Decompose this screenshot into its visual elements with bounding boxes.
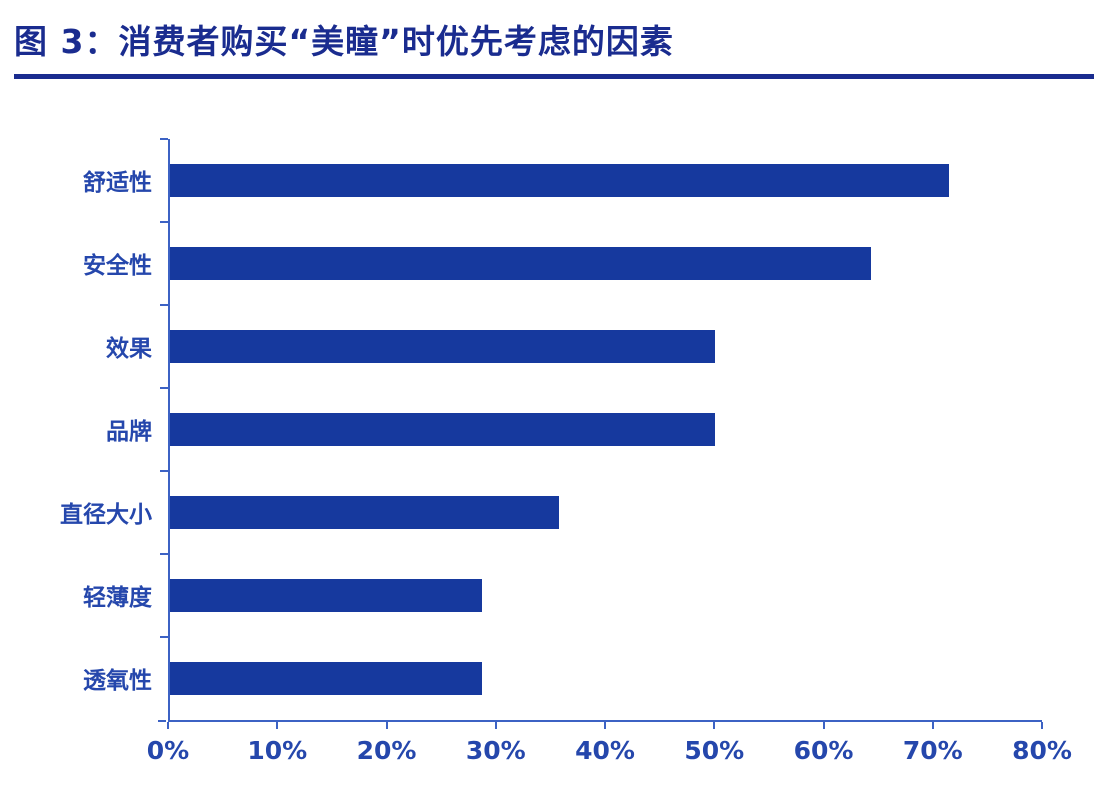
category-label: 直径大小 [60, 502, 152, 529]
x-tick-label: 40% [575, 735, 635, 765]
x-tick-mark [604, 721, 606, 729]
chart-row: 效果 [0, 303, 1042, 388]
chart-row: 透氧性 [0, 635, 1042, 720]
chart-row: 品牌 [0, 386, 1042, 471]
bar [170, 495, 560, 529]
bar [170, 163, 950, 197]
x-tick-label: 10% [247, 735, 308, 765]
bar [170, 661, 482, 695]
x-tick-mark [276, 721, 279, 729]
chart-header: 图 3：消费者购买“美瞳”时优先考虑的因素 [0, 0, 1108, 79]
category-label: 效果 [106, 336, 152, 363]
x-tick-mark [494, 721, 497, 729]
category-label: 品牌 [106, 419, 152, 446]
bar-track [160, 303, 1042, 388]
category-label: 安全性 [83, 253, 152, 280]
x-tick-label: 20% [356, 735, 417, 765]
x-tick-label: 0% [146, 735, 190, 765]
category-label: 轻薄度 [83, 585, 152, 612]
chart-row: 安全性 [0, 220, 1042, 305]
bar [170, 329, 715, 363]
x-axis: 0% 10% 20% 30% 40% 50% 60% 70% 80% [147, 719, 1072, 774]
bar-track [160, 635, 1042, 720]
category-label: 舒适性 [83, 170, 152, 197]
x-tick-label: 70% [902, 735, 963, 765]
x-tick-label: 30% [465, 735, 526, 765]
bar [170, 412, 715, 446]
chart-row: 直径大小 [0, 469, 1042, 554]
bar-track [160, 220, 1042, 305]
x-tick-label: 50% [684, 735, 745, 765]
chart-plot-area: 舒适性安全性效果品牌直径大小轻薄度透氧性 [0, 137, 1042, 720]
bar-chart: 舒适性安全性效果品牌直径大小轻薄度透氧性 0% 10% 20% 30% 40% 50% 60… [0, 137, 1108, 774]
x-tick-label: 80% [1012, 735, 1072, 765]
chart-title: 图 3：消费者购买“美瞳”时优先考虑的因素 [14, 22, 674, 61]
category-label: 透氧性 [83, 668, 152, 695]
chart-row: 舒适性 [0, 137, 1042, 222]
x-tick-mark [385, 721, 388, 729]
bar-track [160, 386, 1042, 471]
bar-track [160, 137, 1042, 222]
x-tick-label: 60% [793, 735, 854, 765]
bar [170, 246, 871, 280]
bar-track [160, 469, 1042, 554]
chart-row: 轻薄度 [0, 552, 1042, 637]
x-tick-mark [167, 721, 169, 729]
bar [170, 578, 482, 612]
bar-track [160, 552, 1042, 637]
x-tick-mark [1041, 721, 1043, 729]
x-tick-mark [822, 721, 825, 729]
title-underline [14, 73, 1094, 79]
x-tick-mark [713, 721, 716, 729]
x-tick-mark [931, 721, 934, 729]
